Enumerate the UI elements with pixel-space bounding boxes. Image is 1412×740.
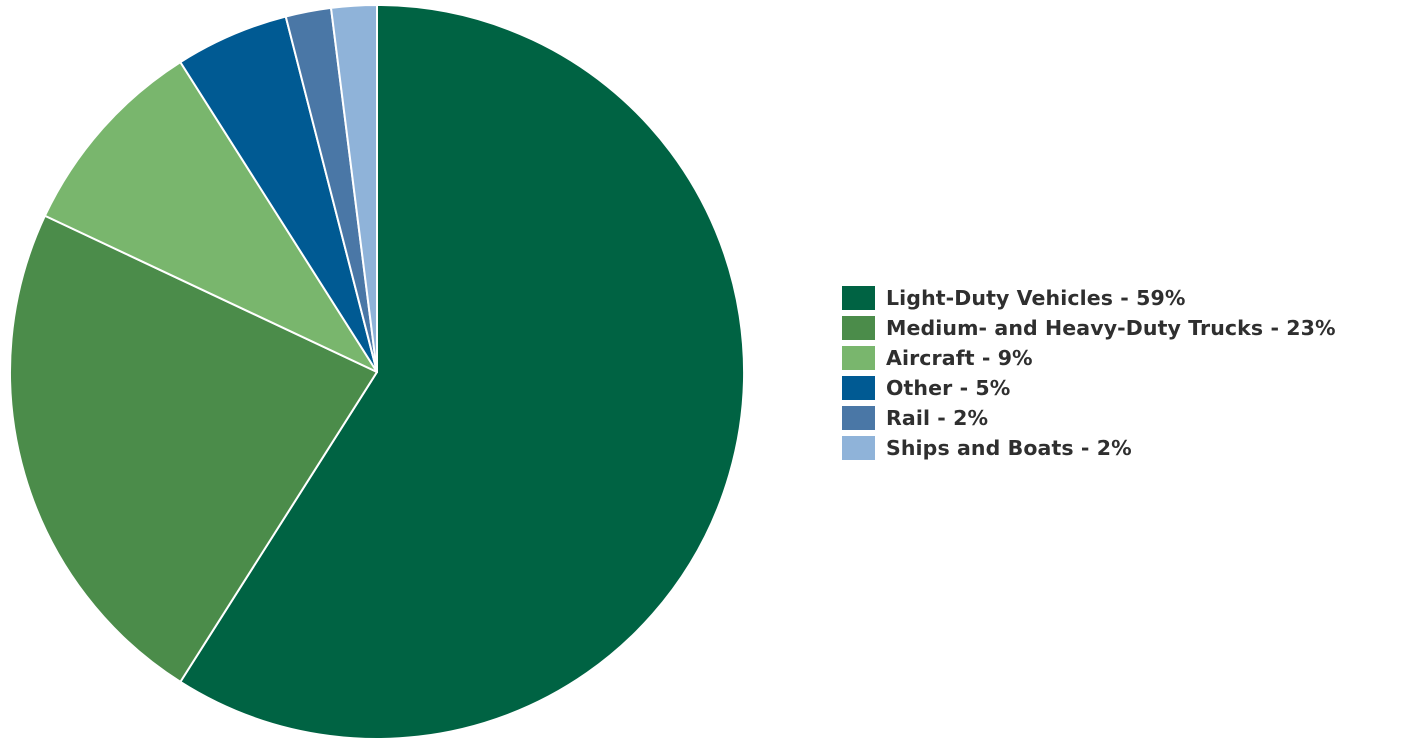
legend-label: Aircraft - 9% bbox=[886, 346, 1033, 370]
legend-item-other: Other - 5% bbox=[842, 373, 1336, 403]
legend-label: Light-Duty Vehicles - 59% bbox=[886, 286, 1186, 310]
legend-swatch bbox=[842, 376, 875, 400]
legend-item-rail: Rail - 2% bbox=[842, 403, 1336, 433]
legend-label: Medium- and Heavy-Duty Trucks - 23% bbox=[886, 316, 1336, 340]
legend-label: Rail - 2% bbox=[886, 406, 989, 430]
legend-swatch bbox=[842, 436, 875, 460]
legend-item-aircraft: Aircraft - 9% bbox=[842, 343, 1336, 373]
legend-item-light-duty-vehicles: Light-Duty Vehicles - 59% bbox=[842, 283, 1336, 313]
legend-swatch bbox=[842, 286, 875, 310]
legend-item-ships-and-boats: Ships and Boats - 2% bbox=[842, 433, 1336, 463]
legend-label: Other - 5% bbox=[886, 376, 1011, 400]
legend-swatch bbox=[842, 316, 875, 340]
pie-slice-3 bbox=[43, 61, 378, 373]
pie-slice-1 bbox=[179, 4, 745, 740]
chart-legend: Light-Duty Vehicles - 59% Medium- and He… bbox=[842, 283, 1336, 463]
legend-label: Ships and Boats - 2% bbox=[886, 436, 1132, 460]
legend-item-medium-heavy-duty-trucks: Medium- and Heavy-Duty Trucks - 23% bbox=[842, 313, 1336, 343]
pie-slice-2 bbox=[9, 214, 378, 683]
pie-slice-6 bbox=[330, 3, 378, 373]
legend-swatch bbox=[842, 346, 875, 370]
legend-swatch bbox=[842, 406, 875, 430]
